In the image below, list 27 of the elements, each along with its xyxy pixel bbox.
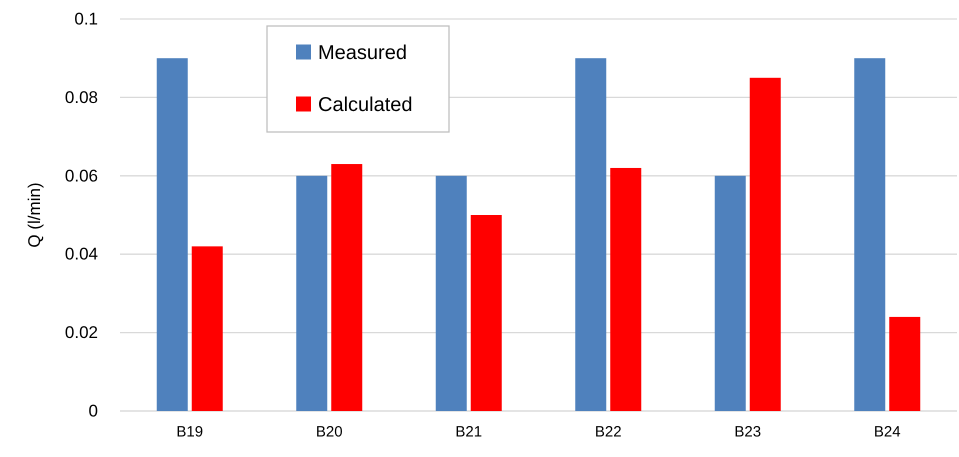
bar — [331, 164, 362, 411]
bar — [889, 316, 920, 411]
y-tick-label: 0.06 — [64, 166, 98, 186]
bar — [156, 58, 188, 411]
x-tick-label: B20 — [316, 424, 343, 441]
bar — [854, 58, 886, 411]
bar — [436, 176, 467, 411]
bar — [296, 176, 328, 411]
x-tick-label: B22 — [594, 424, 622, 441]
bar — [575, 58, 606, 411]
y-tick-label: 0.08 — [64, 88, 98, 107]
x-tick-label: B24 — [874, 424, 901, 441]
legend-label: Measured — [318, 42, 407, 64]
bar — [610, 168, 642, 411]
bar — [470, 215, 502, 411]
y-tick-label: 0.04 — [64, 244, 98, 264]
y-axis-title: Q (l/min) — [25, 182, 44, 248]
y-tick-label: 0 — [88, 401, 98, 420]
bar — [750, 78, 781, 411]
bar — [714, 176, 746, 411]
y-tick-label: 0.1 — [74, 9, 98, 28]
x-tick-label: B21 — [455, 424, 482, 441]
bar — [192, 246, 223, 411]
legend-label: Calculated — [318, 94, 413, 116]
y-tick-label: 0.02 — [64, 323, 98, 342]
x-tick-label: B19 — [176, 424, 204, 441]
x-tick-label: B23 — [734, 424, 762, 441]
